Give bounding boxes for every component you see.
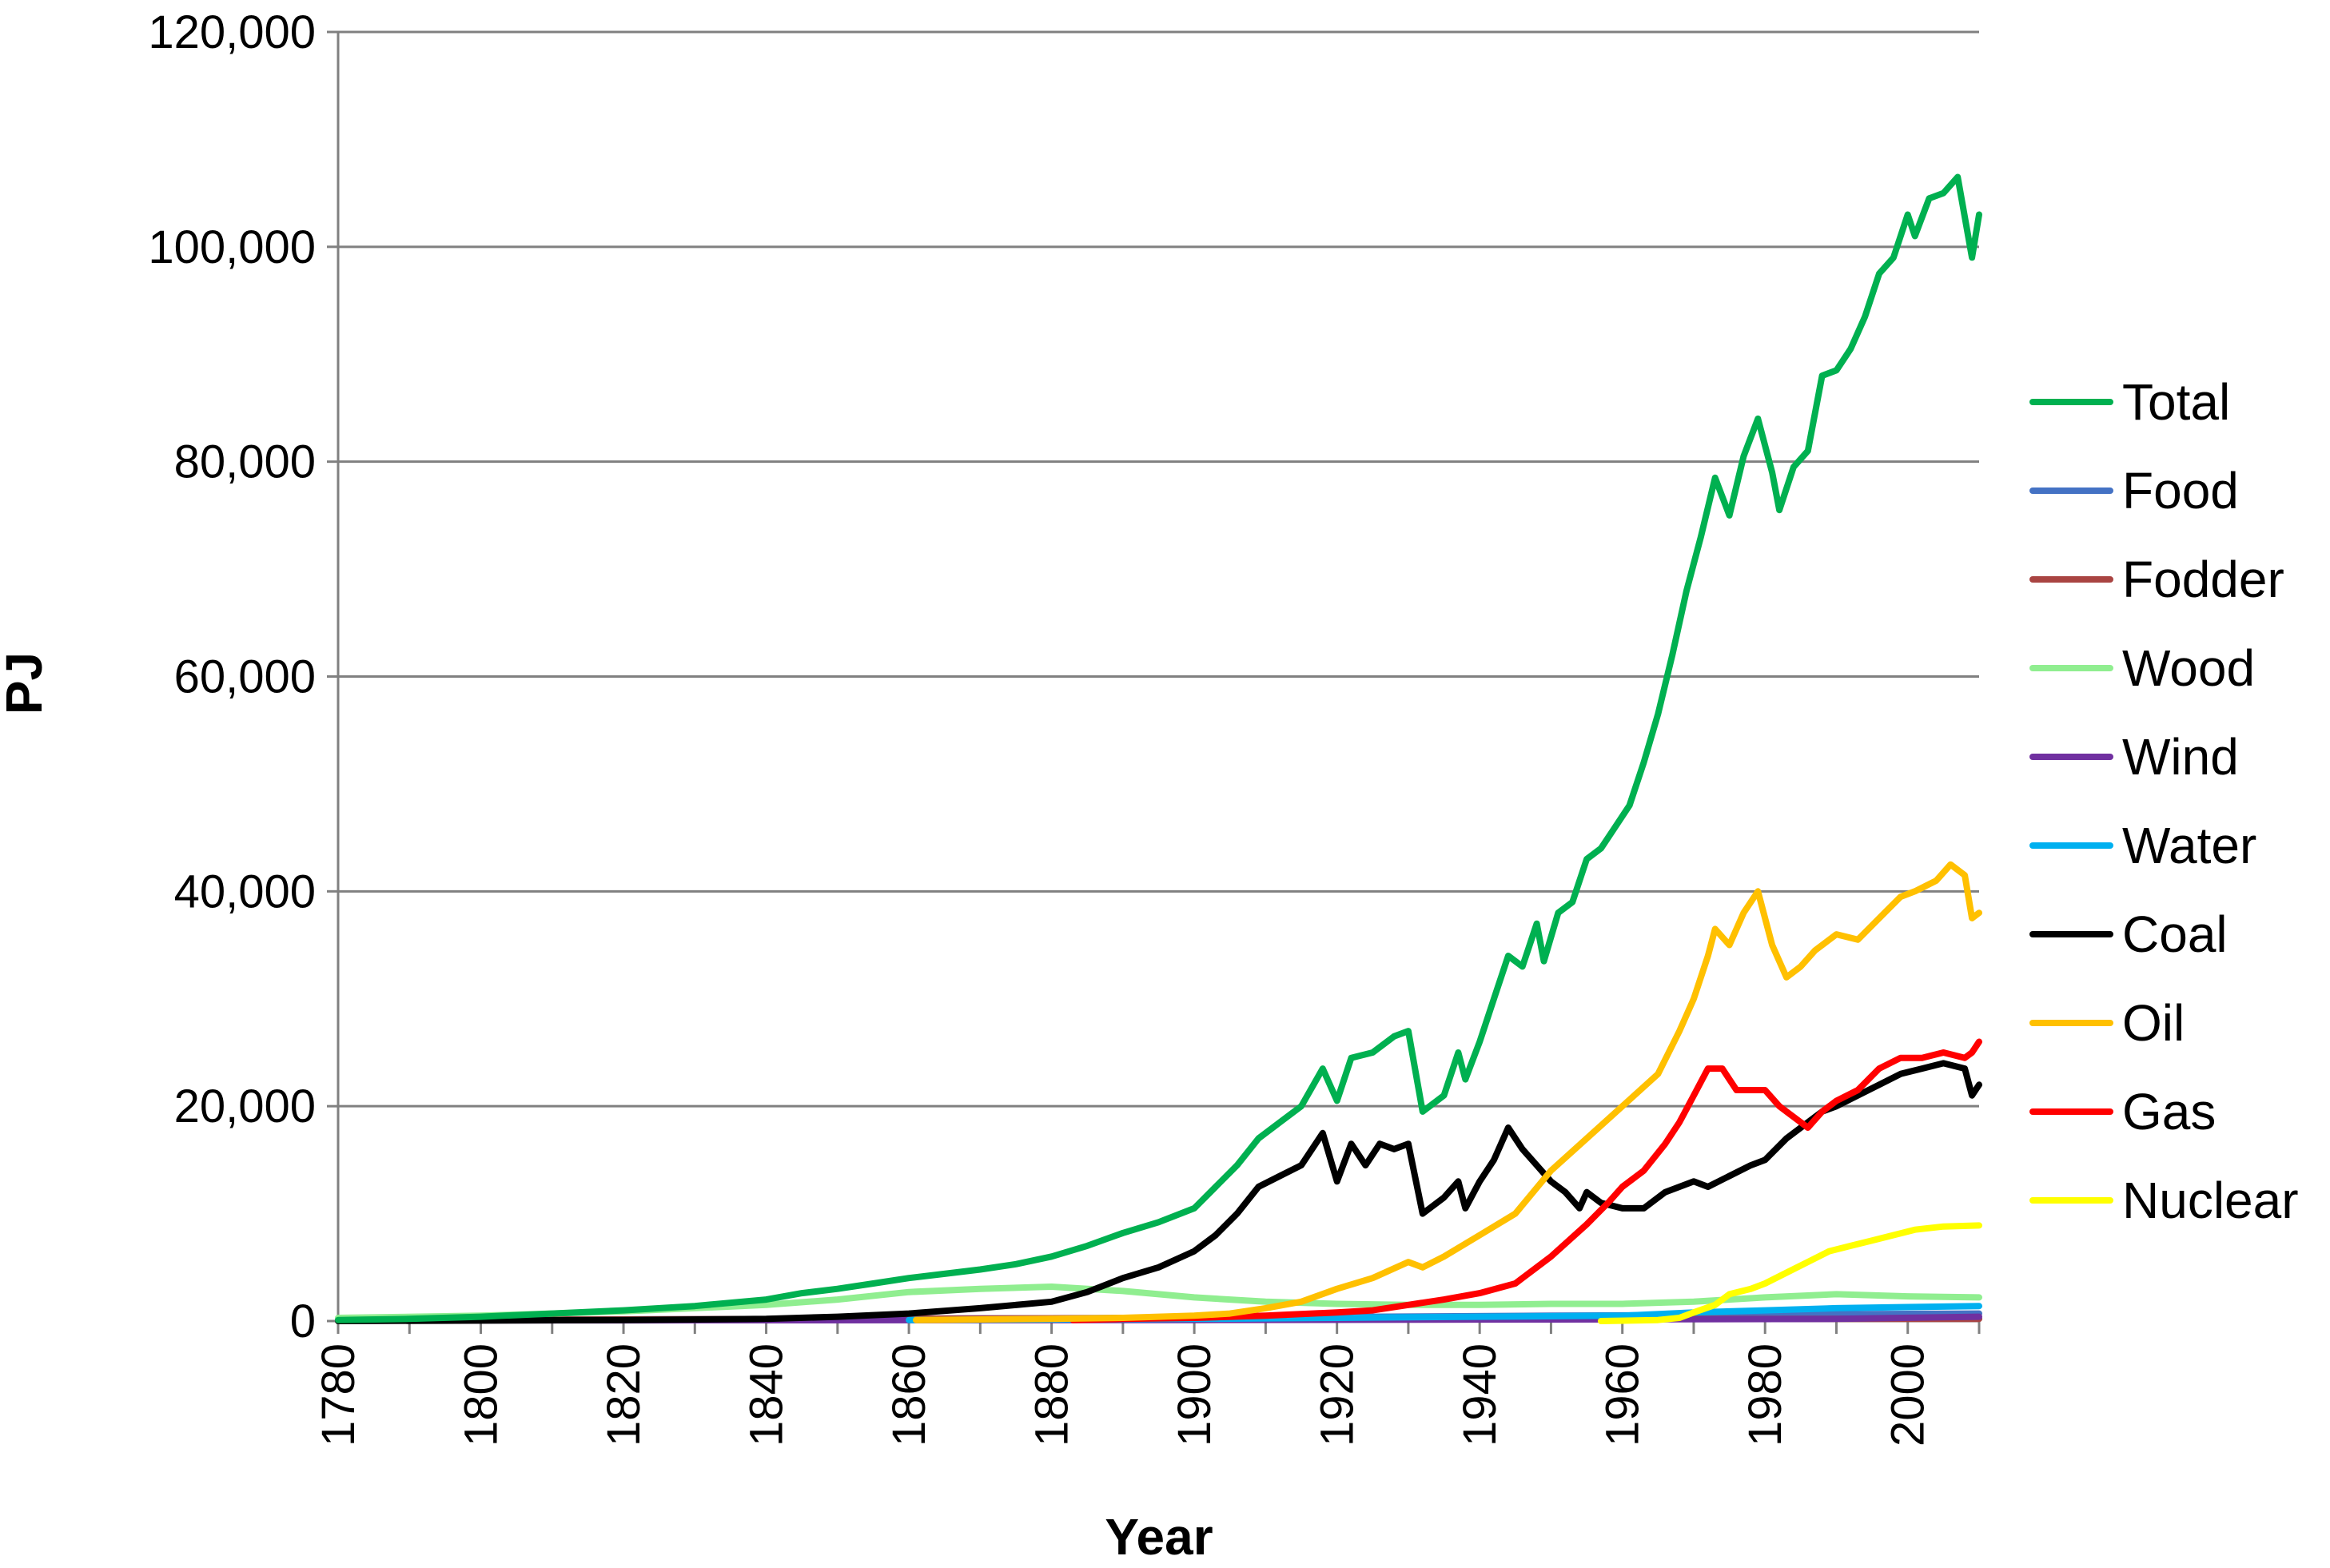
- legend-label-wind: Wind: [2122, 728, 2239, 786]
- y-axis-ticks: 0 20,000 40,000 60,000 80,000 100,000 120,000: [148, 6, 338, 1347]
- x-tick-label: 1880: [1026, 1343, 1078, 1447]
- x-tick-label: 1840: [741, 1343, 793, 1447]
- y-tick-label: 0: [290, 1295, 316, 1347]
- x-tick-label: 1900: [1169, 1343, 1221, 1447]
- series-line-total: [335, 173, 1982, 1323]
- legend-label-oil: Oil: [2122, 994, 2185, 1052]
- legend-label-gas: Gas: [2122, 1083, 2216, 1140]
- y-axis-title: PJ: [0, 652, 53, 714]
- legend-label-nuclear: Nuclear: [2122, 1172, 2299, 1229]
- x-tick-label: 2000: [1882, 1343, 1934, 1447]
- series-line-coal: [335, 1060, 1982, 1324]
- series-line-wood: [335, 1283, 1982, 1321]
- x-axis-title: Year: [1105, 1508, 1213, 1566]
- y-tick-label: 60,000: [174, 651, 316, 703]
- legend-label-food: Food: [2122, 462, 2239, 519]
- series-line-gas: [1069, 1038, 1982, 1323]
- legend-label-total: Total: [2122, 373, 2230, 431]
- series-lines: [335, 173, 1982, 1324]
- legend-label-fodder: Fodder: [2122, 551, 2284, 608]
- x-tick-label: 1820: [598, 1343, 650, 1447]
- x-tick-label: 1860: [883, 1343, 935, 1447]
- y-tick-label: 20,000: [174, 1080, 316, 1132]
- x-tick-label: 1800: [456, 1343, 508, 1447]
- x-tick-label: 1780: [313, 1343, 364, 1447]
- y-tick-label: 120,000: [148, 6, 316, 58]
- series-line-nuclear: [1597, 1222, 1982, 1324]
- series-line-oil: [913, 861, 1982, 1323]
- x-tick-label: 1920: [1312, 1343, 1364, 1447]
- legend: Total Food Fodder Wood Wind Water Coal Oil Gas Nu…: [2029, 373, 2299, 1229]
- grid-lines: [338, 30, 1979, 1108]
- y-tick-label: 100,000: [148, 221, 316, 273]
- legend-label-coal: Coal: [2122, 905, 2228, 963]
- legend-label-water: Water: [2122, 817, 2256, 874]
- y-tick-label: 80,000: [174, 436, 316, 488]
- x-tick-label: 1940: [1454, 1343, 1506, 1447]
- x-tick-label: 1980: [1739, 1343, 1791, 1447]
- legend-label-wood: Wood: [2122, 639, 2255, 697]
- x-axis-ticks: 1780 1800 1820 1840 1860 1880 1900 1920 1940 1960…: [313, 1321, 1981, 1447]
- x-tick-label: 1960: [1597, 1343, 1649, 1447]
- y-tick-label: 40,000: [174, 866, 316, 917]
